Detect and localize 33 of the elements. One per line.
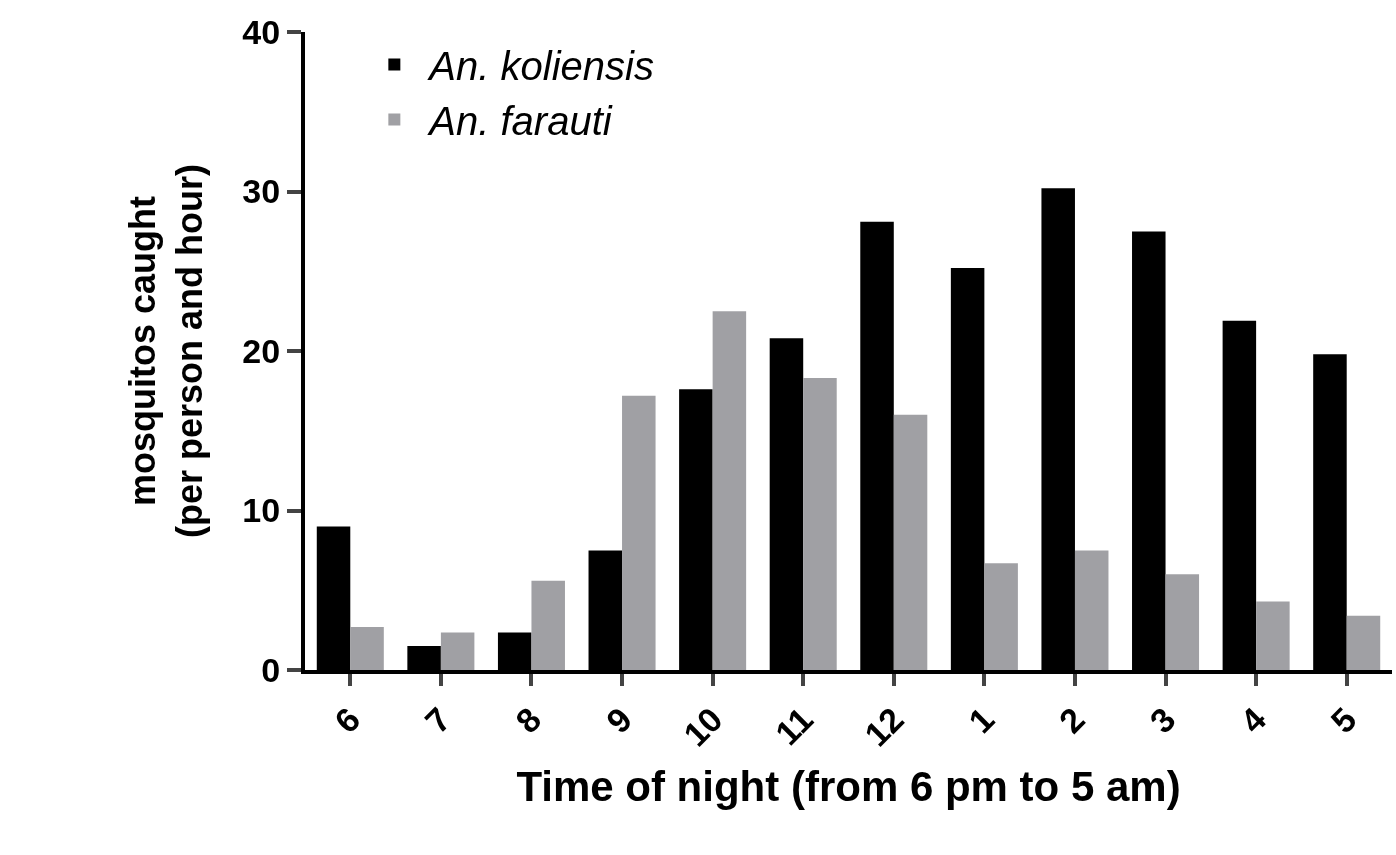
x-tick-label: 3: [1142, 699, 1183, 741]
legend-label: An. farauti: [427, 99, 613, 144]
y-tick-label: 0: [261, 650, 281, 689]
bar: [1074, 550, 1109, 670]
x-tick-label: 9: [598, 699, 640, 741]
bar: [712, 311, 747, 670]
bar: [622, 395, 656, 670]
bar: [803, 378, 837, 670]
bar: [1165, 574, 1200, 670]
x-tick-label: 8: [508, 699, 549, 741]
x-tick-label: 2: [1051, 699, 1092, 741]
y-tick-label: 40: [242, 12, 281, 51]
bar: [984, 563, 1018, 670]
x-tick-label: 7: [417, 699, 458, 741]
x-tick-label: 12: [857, 699, 911, 754]
x-axis-title: Time of night (from 6 pm to 5 am): [516, 762, 1181, 810]
y-tick-label: 20: [242, 331, 281, 370]
x-tick-label: 10: [675, 699, 730, 754]
bar: [1256, 601, 1290, 670]
bar: [1346, 615, 1381, 670]
x-tick-label: 6: [327, 699, 368, 741]
y-tick-label: 30: [242, 172, 281, 211]
bar: [350, 626, 384, 670]
bar: [893, 414, 928, 670]
legend-label: An. koliensis: [427, 44, 654, 89]
x-tick-label: 1: [961, 699, 1002, 741]
x-tick-label: 5: [1323, 699, 1364, 741]
y-tick-label: 10: [242, 491, 281, 530]
bar: [531, 580, 565, 670]
x-tick-label: 4: [1232, 699, 1274, 741]
bar: [440, 632, 475, 670]
y-axis-title: mosquitos caught (per person and hour): [121, 163, 210, 539]
x-tick-label: 11: [767, 699, 821, 753]
